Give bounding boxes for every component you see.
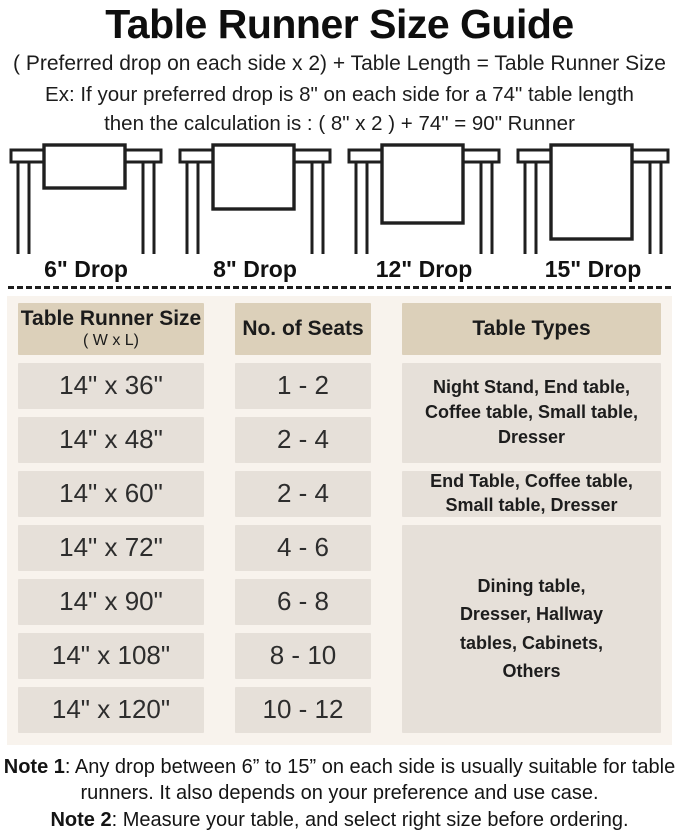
seats-cell: 1 - 2 <box>235 362 371 409</box>
note-1-label: Note 1 <box>3 755 65 778</box>
size-guide-panel: Table Runner Size ( W x L) No. of Seats … <box>7 295 672 745</box>
table-types-cell-small: Night Stand, End table, Coffee table, Sm… <box>402 362 661 463</box>
header-runner-size-title: Table Runner Size <box>20 307 202 331</box>
example-line-1: Ex: If your preferred drop is 8" on each… <box>45 82 634 106</box>
table-runner-8in-diagram-icon <box>178 142 332 254</box>
drop-label-8in: 8" Drop <box>213 255 297 282</box>
seats-cell: 6 - 8 <box>235 578 371 625</box>
note-1-text: : Any drop between 6” to 15” on each sid… <box>64 755 676 805</box>
table-types-cell-large: Dining table, Dresser, Hallway tables, C… <box>402 524 661 733</box>
drop-label-12in: 12" Drop <box>375 255 473 282</box>
table-runner-12in-diagram-icon <box>347 142 501 254</box>
note-2: Note 2: Measure your table, and select r… <box>2 807 677 833</box>
illustration-12in-drop: 12" Drop <box>344 142 504 283</box>
table-types-cell-medium: End Table, Coffee table, Small table, Dr… <box>402 470 661 517</box>
header-seats: No. of Seats <box>235 302 371 355</box>
note-2-label: Note 2 <box>50 808 112 831</box>
illustration-8in-drop: 8" Drop <box>175 142 335 283</box>
note-2-text: : Measure your table, and select right s… <box>111 808 629 831</box>
runner-size-cell: 14" x 108" <box>18 632 204 679</box>
drop-illustrations: 6" Drop 8" Drop 12" Drop <box>0 142 679 283</box>
seats-cell: 8 - 10 <box>235 632 371 679</box>
seats-cell: 4 - 6 <box>235 524 371 571</box>
seats-cell: 2 - 4 <box>235 470 371 517</box>
drop-label-15in: 15" Drop <box>544 255 642 282</box>
drop-label-6in: 6" Drop <box>44 255 128 282</box>
table-types-text: Dining table, Dresser, Hallway tables, C… <box>459 575 604 681</box>
runner-size-cell: 14" x 120" <box>18 686 204 733</box>
runner-size-cell: 14" x 90" <box>18 578 204 625</box>
size-guide-table: Table Runner Size ( W x L) No. of Seats … <box>18 302 661 733</box>
formula-text: ( Preferred drop on each side x 2) + Tab… <box>13 52 666 76</box>
table-types-text: Night Stand, End table, Coffee table, Sm… <box>424 376 639 448</box>
table-types-text: End Table, Coffee table, Small table, Dr… <box>430 471 633 515</box>
runner-size-cell: 14" x 48" <box>18 416 204 463</box>
header-runner-size: Table Runner Size ( W x L) <box>18 302 204 355</box>
runner-size-cell: 14" x 72" <box>18 524 204 571</box>
table-runner-6in-diagram-icon <box>9 142 163 254</box>
note-1: Note 1: Any drop between 6” to 15” on ea… <box>2 754 677 807</box>
seats-cell: 10 - 12 <box>235 686 371 733</box>
dashed-divider <box>8 285 671 289</box>
page-title: Table Runner Size Guide <box>105 1 574 47</box>
example-line-2: then the calculation is : ( 8" x 2 ) + 7… <box>104 111 575 135</box>
illustration-6in-drop: 6" Drop <box>6 142 166 283</box>
header-table-types: Table Types <box>402 302 661 355</box>
seats-cell: 2 - 4 <box>235 416 371 463</box>
runner-size-cell: 14" x 60" <box>18 470 204 517</box>
runner-size-cell: 14" x 36" <box>18 362 204 409</box>
header-runner-size-subtitle: ( W x L) <box>83 332 139 350</box>
illustration-15in-drop: 15" Drop <box>513 142 673 283</box>
table-runner-15in-diagram-icon <box>516 142 670 254</box>
notes-section: Note 1: Any drop between 6” to 15” on ea… <box>0 754 679 833</box>
